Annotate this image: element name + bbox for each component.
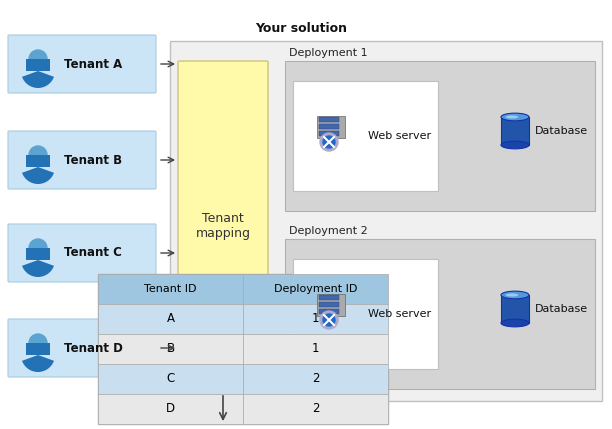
Ellipse shape <box>501 291 529 299</box>
Circle shape <box>29 334 47 352</box>
Text: Web server: Web server <box>368 309 431 319</box>
Ellipse shape <box>506 293 518 296</box>
Wedge shape <box>22 71 54 88</box>
Bar <box>243 304 388 334</box>
Bar <box>26 343 50 355</box>
Bar <box>243 364 388 394</box>
Text: A: A <box>166 312 174 326</box>
Bar <box>317 116 345 138</box>
Text: 1: 1 <box>312 342 319 356</box>
Circle shape <box>320 311 338 329</box>
Text: 2: 2 <box>312 402 319 416</box>
Bar <box>285 61 595 211</box>
Bar <box>26 155 50 167</box>
Bar <box>319 309 339 314</box>
Bar <box>319 302 339 307</box>
Text: Tenant
mapping: Tenant mapping <box>195 212 250 240</box>
Text: Tenant ID: Tenant ID <box>144 284 196 294</box>
Circle shape <box>29 50 47 68</box>
Wedge shape <box>22 167 54 184</box>
Ellipse shape <box>506 115 518 118</box>
Bar <box>319 117 339 122</box>
Ellipse shape <box>501 141 529 149</box>
Wedge shape <box>22 260 54 277</box>
Circle shape <box>323 136 335 148</box>
Bar <box>98 274 243 304</box>
Text: Your solution: Your solution <box>255 22 347 35</box>
Text: 1: 1 <box>312 312 319 326</box>
FancyBboxPatch shape <box>8 35 156 93</box>
Ellipse shape <box>501 113 529 121</box>
Bar <box>293 81 438 191</box>
Text: Tenant C: Tenant C <box>64 247 122 260</box>
Text: Deployment 2: Deployment 2 <box>289 226 368 236</box>
Bar <box>501 295 529 323</box>
Bar <box>98 364 243 394</box>
Text: Tenant B: Tenant B <box>64 154 122 166</box>
Bar <box>319 131 339 136</box>
FancyBboxPatch shape <box>8 319 156 377</box>
FancyBboxPatch shape <box>8 131 156 189</box>
Bar <box>98 304 243 334</box>
Bar <box>293 259 438 369</box>
Text: Tenant A: Tenant A <box>64 57 122 70</box>
Text: D: D <box>166 402 175 416</box>
Circle shape <box>29 239 47 257</box>
Bar <box>26 248 50 260</box>
Text: Tenant D: Tenant D <box>64 341 123 354</box>
Bar <box>501 117 529 145</box>
Text: B: B <box>166 342 174 356</box>
Bar <box>98 334 243 364</box>
Ellipse shape <box>501 319 529 327</box>
Text: Database: Database <box>535 126 588 136</box>
Bar <box>26 59 50 71</box>
Bar <box>285 239 595 389</box>
Bar <box>317 294 345 316</box>
Bar <box>243 274 388 304</box>
Bar <box>170 41 602 401</box>
Bar <box>319 295 339 300</box>
Text: 2: 2 <box>312 372 319 386</box>
Bar <box>98 394 243 424</box>
Bar <box>319 124 339 129</box>
Text: Web server: Web server <box>368 131 431 141</box>
FancyBboxPatch shape <box>8 224 156 282</box>
Bar <box>243 394 388 424</box>
Text: Database: Database <box>535 304 588 314</box>
Circle shape <box>323 314 335 326</box>
Circle shape <box>29 146 47 164</box>
FancyBboxPatch shape <box>178 61 268 391</box>
Bar <box>243 334 388 364</box>
Circle shape <box>320 133 338 151</box>
Text: Deployment ID: Deployment ID <box>274 284 357 294</box>
Text: Deployment 1: Deployment 1 <box>289 48 368 58</box>
Wedge shape <box>22 355 54 372</box>
Bar <box>98 274 388 424</box>
Text: C: C <box>166 372 174 386</box>
